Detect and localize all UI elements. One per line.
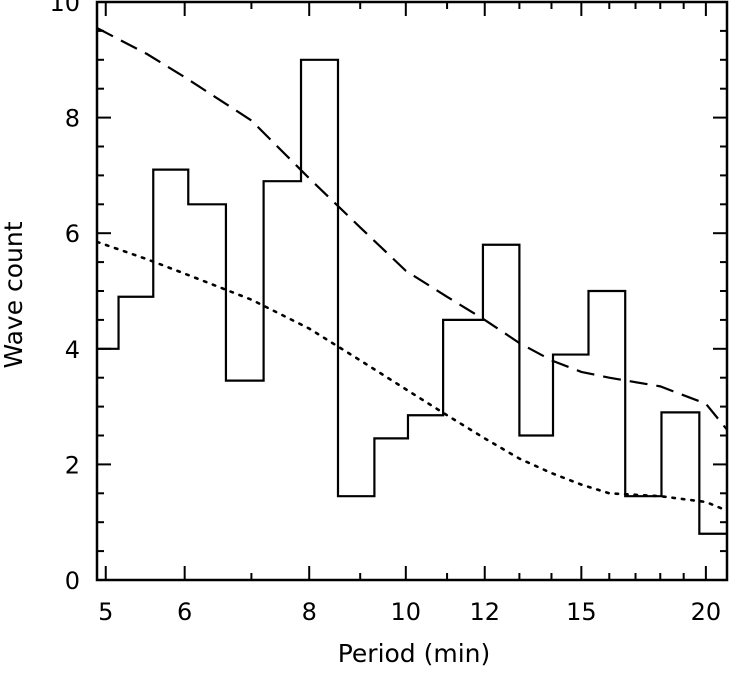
- y-tick-label: 2: [65, 451, 80, 479]
- y-tick-label: 6: [65, 220, 80, 248]
- axis-labels: Period (min) Wave count: [0, 221, 490, 668]
- y-tick-label: 8: [65, 105, 80, 133]
- x-tick-label: 6: [177, 598, 192, 626]
- plot-area: [97, 27, 727, 535]
- y-tick-label: 0: [65, 567, 80, 595]
- y-tick-label: 4: [65, 336, 80, 364]
- x-tick-label: 8: [302, 598, 317, 626]
- dashed-curve-series: [97, 27, 727, 431]
- x-axis-label: Period (min): [338, 639, 491, 668]
- y-axis-label: Wave count: [0, 221, 28, 368]
- plot-frame: [95, 0, 729, 582]
- x-tick-label: 20: [691, 598, 722, 626]
- x-tick-label: 5: [98, 598, 113, 626]
- histogram-series: [97, 58, 727, 535]
- x-tick-label: 10: [391, 598, 422, 626]
- axis-ticks: 0 2 4 6 8 10 5 6 8 10 12 15 20: [49, 0, 728, 626]
- x-tick-label: 12: [469, 598, 500, 626]
- y-tick-label: 10: [49, 0, 80, 17]
- x-tick-label: 15: [566, 598, 597, 626]
- dotted-curve-series: [97, 240, 727, 512]
